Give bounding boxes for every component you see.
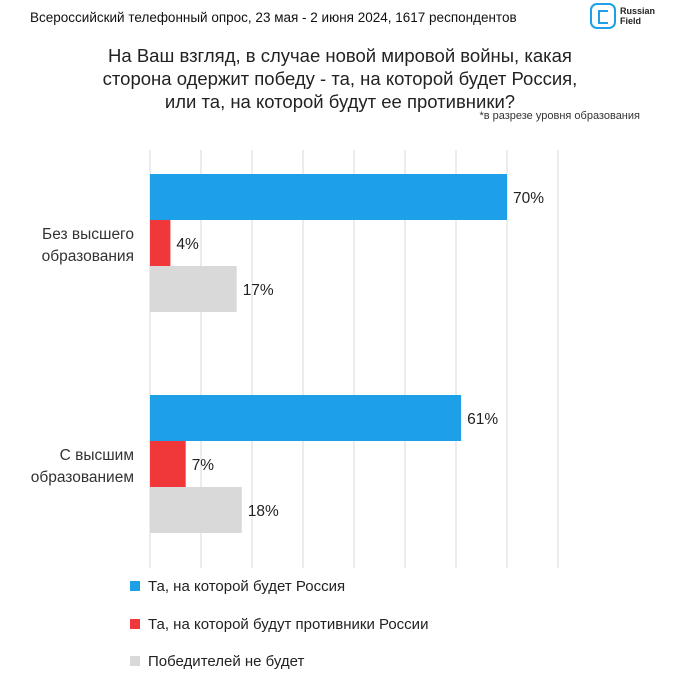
data-label: 4%	[176, 236, 199, 253]
data-label: 7%	[192, 457, 215, 474]
category-label: Без высшего	[42, 226, 134, 243]
chart-title: На Ваш взгляд, в случае новой мировой во…	[40, 44, 640, 113]
legend-item: Та, на которой будут противники России	[130, 616, 428, 634]
category-label: образованием	[31, 469, 134, 486]
bar	[150, 220, 171, 266]
legend-item: Та, на которой будет Россия	[130, 578, 345, 596]
title-line: На Ваш взгляд, в случае новой мировой во…	[108, 45, 572, 66]
logo-text: Russian Field	[620, 6, 656, 26]
title-line: или та, на которой будут ее противники?	[164, 91, 516, 112]
bar	[150, 174, 507, 220]
legend-swatch	[130, 581, 140, 591]
legend-item: Победителей не будет	[130, 653, 304, 671]
legend-swatch	[130, 619, 140, 629]
category-label: образования	[42, 248, 134, 265]
category-label: С высшим	[60, 447, 134, 464]
title-line: сторона одержит победу - та, на которой …	[102, 68, 578, 89]
legend-label: Та, на которой будет Россия	[148, 578, 346, 595]
russian-field-logo: Russian Field	[590, 3, 670, 33]
legend-label: Та, на которой будут противники России	[148, 616, 429, 633]
data-label: 70%	[513, 190, 544, 207]
bar	[150, 266, 237, 312]
logo-icon	[590, 3, 616, 29]
legend-swatch	[130, 656, 140, 666]
survey-header: Всероссийский телефонный опрос, 23 мая -…	[30, 10, 517, 25]
data-label: 17%	[243, 282, 274, 299]
bar	[150, 441, 186, 487]
data-label: 61%	[467, 411, 498, 428]
bar	[150, 487, 242, 533]
data-label: 18%	[248, 503, 279, 520]
legend-label: Победителей не будет	[148, 653, 305, 670]
bar	[150, 395, 462, 441]
chart-note: *в разрезе уровня образования	[479, 110, 640, 122]
